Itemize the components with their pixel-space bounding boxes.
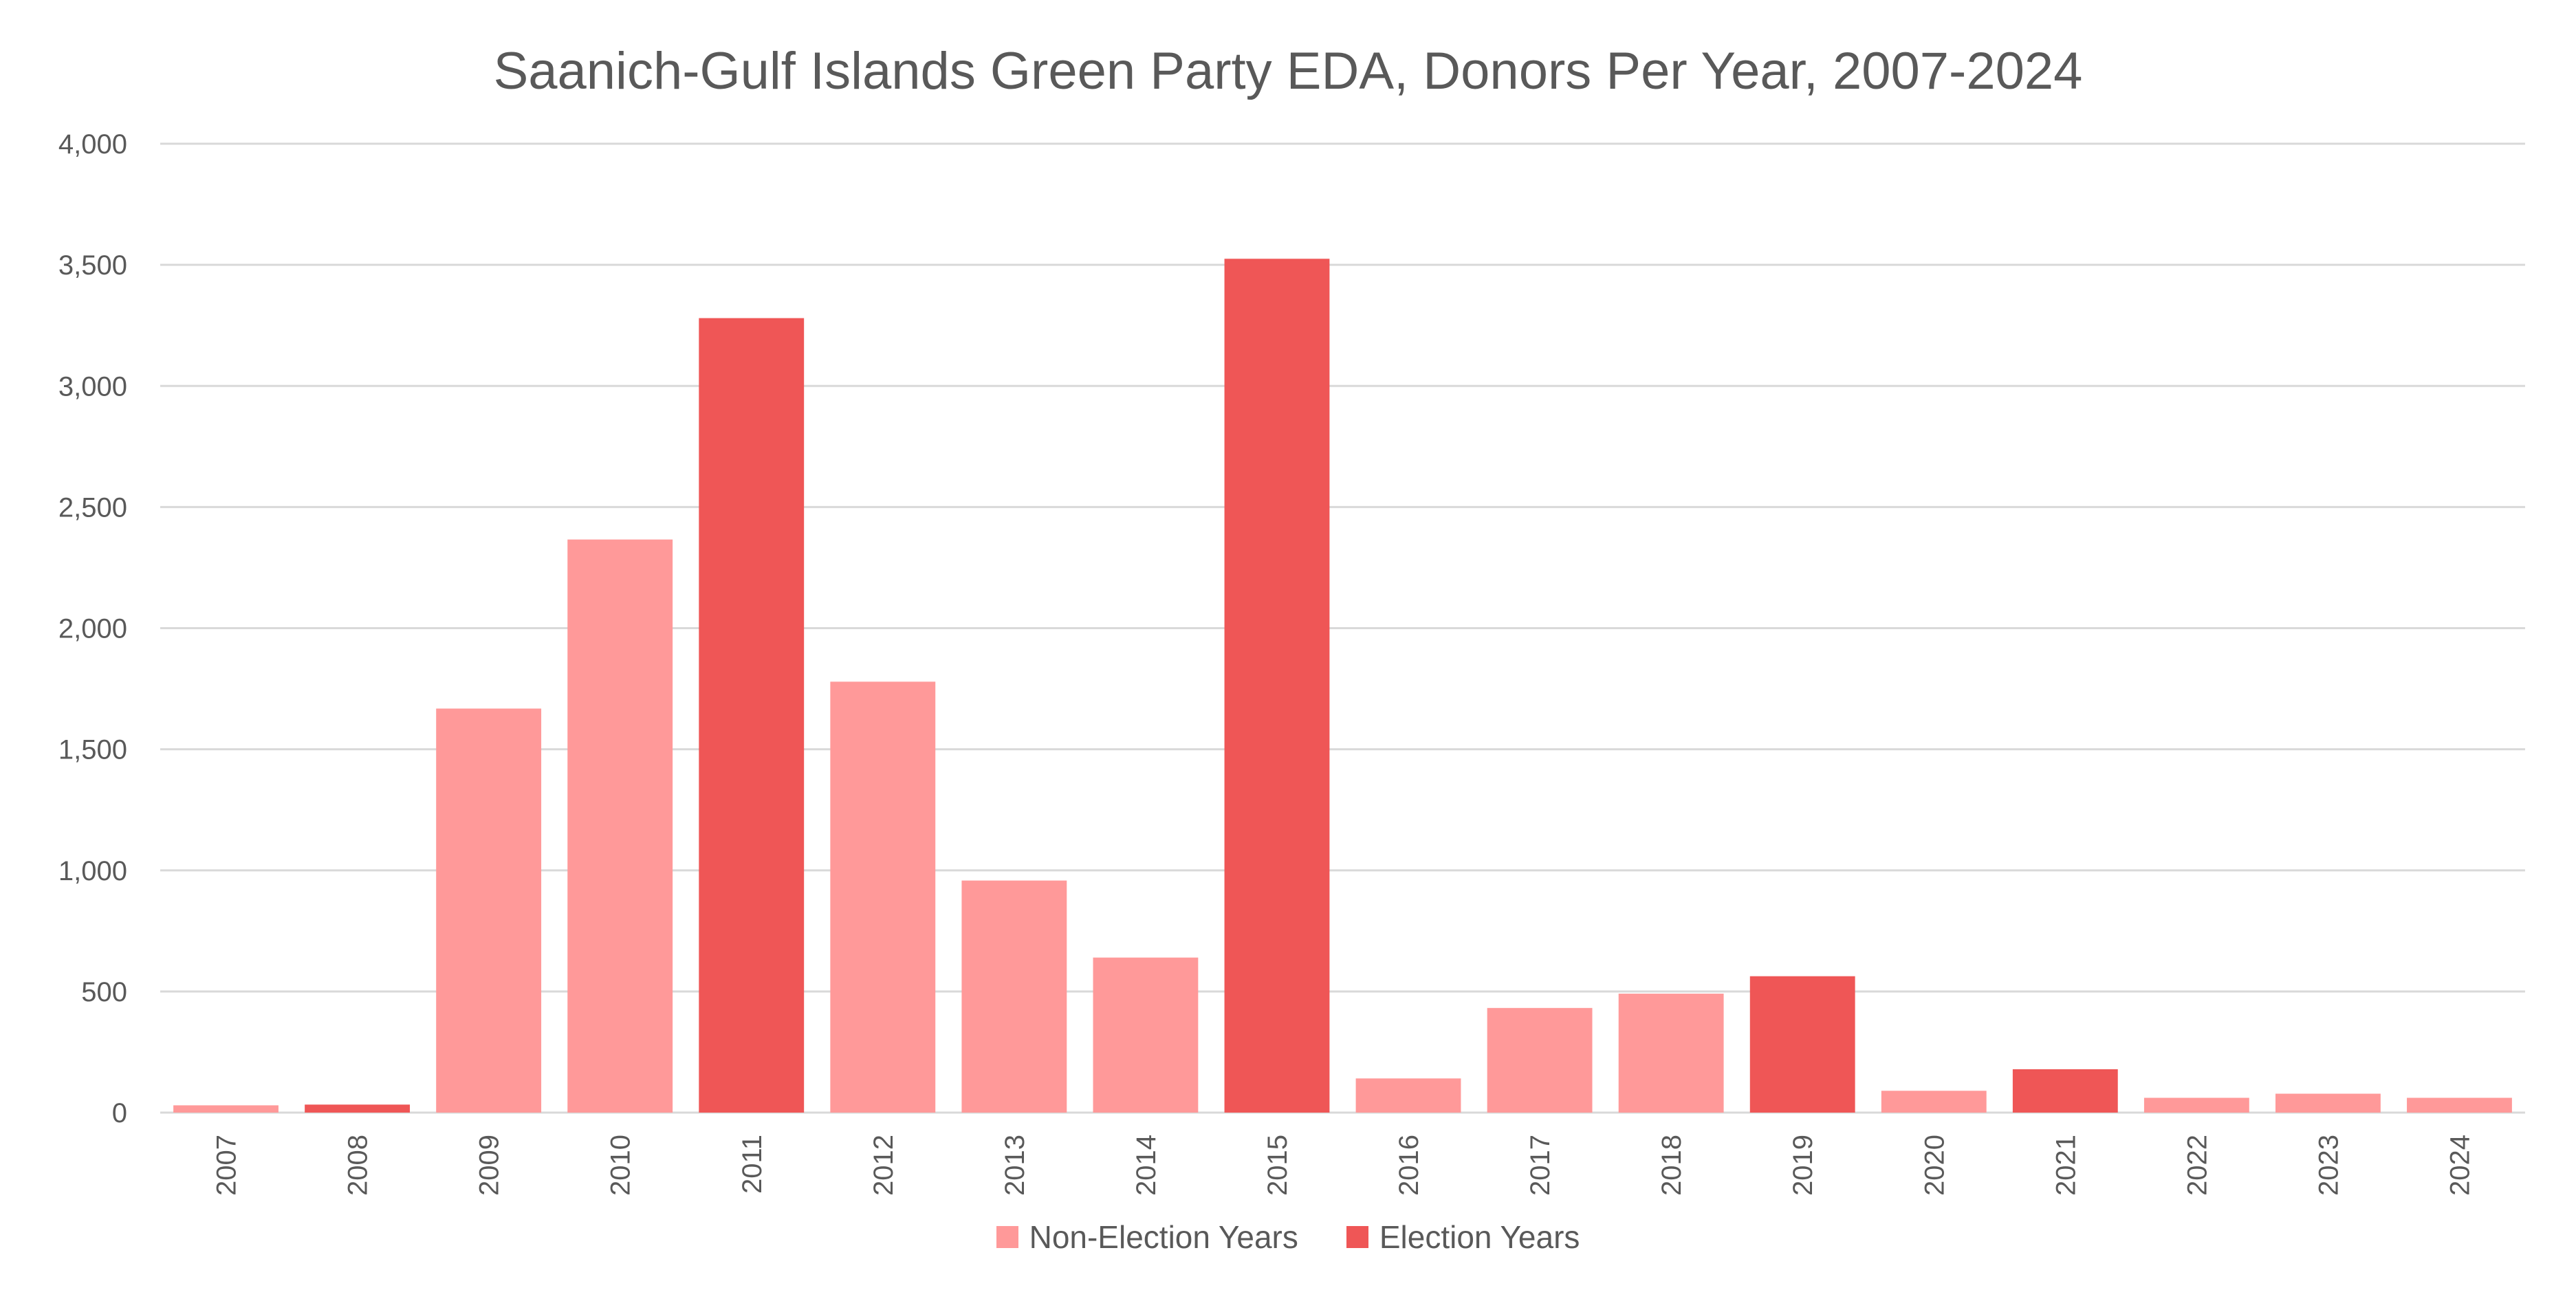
bar-2021[interactable] xyxy=(2012,1069,2118,1113)
x-tick-label: 2008 xyxy=(343,1135,373,1196)
y-tick-label: 1,500 xyxy=(58,735,127,765)
x-tick-label: 2007 xyxy=(212,1135,242,1196)
bar-2022[interactable] xyxy=(2143,1097,2249,1113)
x-tick-label: 2024 xyxy=(2445,1135,2475,1196)
y-tick-label: 0 xyxy=(112,1098,127,1128)
x-tick-label: 2016 xyxy=(1394,1135,1424,1196)
bar-2011[interactable] xyxy=(699,318,805,1113)
bar-2023[interactable] xyxy=(2275,1093,2381,1113)
x-tick-label: 2010 xyxy=(606,1135,636,1196)
bar-2017[interactable] xyxy=(1487,1007,1593,1113)
legend-swatch-non-election xyxy=(996,1226,1018,1248)
x-tick-label: 2018 xyxy=(1657,1135,1687,1196)
x-tick-label: 2021 xyxy=(2051,1135,2081,1196)
x-axis-labels: 2007 2008 2009 2010 2011 2012 2013 2014 2015 2016… xyxy=(212,1135,2476,1196)
legend-item-election[interactable]: Election Years xyxy=(1346,1218,1580,1256)
x-tick-label: 2011 xyxy=(737,1135,767,1194)
bar-2009[interactable] xyxy=(436,708,542,1113)
bar-2016[interactable] xyxy=(1355,1078,1461,1113)
y-tick-label: 3,000 xyxy=(58,371,127,402)
bar-2007[interactable] xyxy=(173,1105,279,1113)
bar-2010[interactable] xyxy=(567,539,673,1113)
x-tick-label: 2019 xyxy=(1788,1135,1818,1196)
bars xyxy=(173,259,2512,1113)
x-tick-label: 2015 xyxy=(1263,1135,1293,1196)
bar-2018[interactable] xyxy=(1618,994,1724,1113)
bar-2013[interactable] xyxy=(961,880,1067,1113)
legend-swatch-election xyxy=(1346,1226,1368,1248)
y-tick-label: 1,000 xyxy=(58,856,127,886)
x-tick-label: 2022 xyxy=(2182,1135,2212,1196)
bar-chart-plot: 05001,0001,5002,0002,5003,0003,5004,000 … xyxy=(58,129,2525,1196)
bar-2015[interactable] xyxy=(1224,259,1330,1113)
legend-item-non-election[interactable]: Non-Election Years xyxy=(996,1218,1298,1256)
chart-title: Saanich-Gulf Islands Green Party EDA, Do… xyxy=(493,42,2083,100)
x-tick-label: 2012 xyxy=(869,1135,899,1196)
y-tick-label: 2,500 xyxy=(58,492,127,523)
bar-2014[interactable] xyxy=(1093,957,1199,1113)
legend: Non-Election Years Election Years xyxy=(0,1218,2576,1256)
y-tick-label: 4,000 xyxy=(58,129,127,160)
bar-2024[interactable] xyxy=(2407,1097,2512,1113)
bar-2008[interactable] xyxy=(305,1104,411,1113)
x-tick-label: 2023 xyxy=(2313,1135,2344,1196)
legend-label-election: Election Years xyxy=(1379,1219,1580,1255)
x-tick-label: 2020 xyxy=(1919,1135,1950,1196)
legend-label-non-election: Non-Election Years xyxy=(1029,1219,1298,1255)
y-tick-label: 2,000 xyxy=(58,614,127,644)
bar-2020[interactable] xyxy=(1881,1091,1987,1113)
x-tick-label: 2017 xyxy=(1525,1135,1556,1196)
y-axis-labels: 0 500 1,000 1,500 2,000 2,500 3,000 3,500 4,000 xyxy=(58,129,127,1128)
y-tick-label: 500 xyxy=(81,977,127,1007)
y-tick-label: 3,500 xyxy=(58,250,127,281)
gridlines xyxy=(160,142,2525,1114)
bar-2019[interactable] xyxy=(1749,976,1855,1113)
x-tick-label: 2013 xyxy=(1000,1135,1030,1196)
bar-2012[interactable] xyxy=(830,681,936,1113)
x-tick-label: 2014 xyxy=(1131,1135,1161,1196)
x-tick-label: 2009 xyxy=(474,1135,505,1196)
